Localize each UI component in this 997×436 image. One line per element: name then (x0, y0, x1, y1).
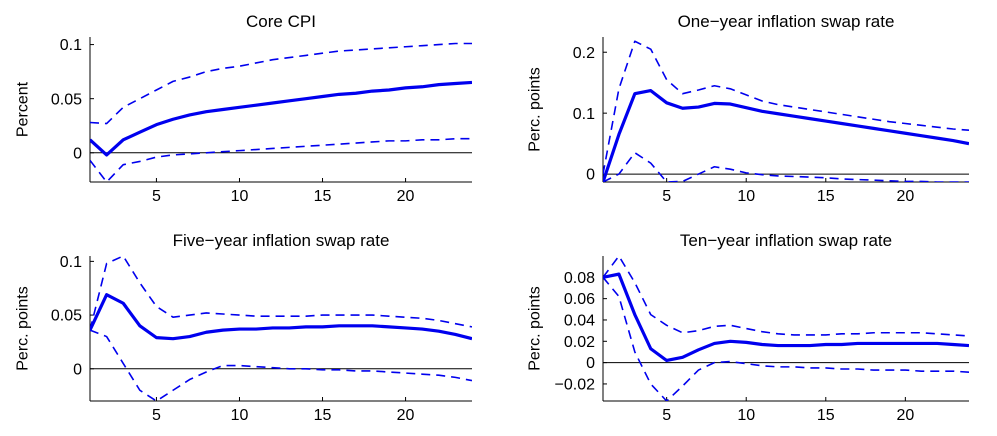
chart-title: One−year inflation swap rate (678, 12, 895, 31)
x-tick-label: 5 (662, 407, 671, 424)
x-tick-label: 20 (896, 407, 914, 424)
x-tick-label: 5 (152, 188, 161, 205)
chart-title: Ten−year inflation swap rate (680, 231, 892, 250)
x-tick-label: 20 (896, 188, 914, 205)
x-tick-label: 15 (817, 188, 835, 205)
y-tick-label: 0.1 (60, 37, 82, 54)
x-tick-label: 5 (152, 407, 161, 424)
x-tick-label: 20 (397, 188, 415, 205)
y-axis-label: Percent (15, 81, 32, 137)
y-tick-label: 0.1 (60, 254, 82, 271)
x-tick-label: 5 (662, 188, 671, 205)
y-tick-label: −0.02 (555, 377, 596, 394)
upper-band-line (603, 40, 969, 175)
x-tick-label: 15 (314, 407, 332, 424)
chart-panel-1: Core CPI Percent 5 10 15 20 0 0.05 0.1 (15, 12, 472, 205)
y-tick-label: 0.2 (573, 45, 595, 62)
upper-band-line (90, 256, 472, 331)
estimate-line (90, 293, 472, 341)
y-tick-label: 0.06 (564, 291, 595, 308)
y-axis-label: Perc. points (15, 286, 32, 370)
estimate-line (90, 80, 472, 157)
estimate-line (603, 89, 969, 182)
upper-band-line (90, 42, 472, 125)
y-tick-label: 0 (73, 145, 82, 162)
y-tick-label: 0 (73, 361, 82, 378)
y-tick-label: 0.05 (51, 308, 82, 325)
chart-title: Core CPI (246, 12, 316, 31)
x-tick-label: 10 (737, 407, 755, 424)
chart-panel-4: Ten−year inflation swap rate Perc. points… (527, 231, 969, 424)
y-tick-label: 0.05 (51, 91, 82, 108)
chart-panel-2: One−year inflation swap rate Perc. points… (527, 12, 969, 205)
chart-title: Five−year inflation swap rate (173, 231, 390, 250)
lower-band-line (603, 276, 969, 401)
y-tick-label: 0 (586, 167, 595, 184)
y-tick-label: 0.08 (564, 270, 595, 287)
x-tick-label: 15 (314, 188, 332, 205)
y-tick-label: 0.02 (564, 334, 595, 351)
estimate-line (603, 272, 969, 363)
lower-band-line (90, 137, 472, 182)
y-tick-label: 0.1 (573, 106, 595, 123)
x-tick-label: 10 (737, 188, 755, 205)
x-tick-label: 10 (231, 188, 249, 205)
y-axis-label: Perc. points (527, 286, 544, 370)
upper-band-line (603, 256, 969, 337)
y-axis-label: Perc. points (527, 67, 544, 151)
lower-band-line (90, 329, 472, 401)
chart-panel-3: Five−year inflation swap rate Perc. point… (15, 231, 472, 424)
x-tick-label: 10 (231, 407, 249, 424)
y-tick-label: 0.04 (564, 313, 595, 330)
lower-band-line (603, 151, 969, 182)
y-tick-label: 0 (586, 355, 595, 372)
x-tick-label: 20 (397, 407, 415, 424)
x-tick-label: 15 (817, 407, 835, 424)
